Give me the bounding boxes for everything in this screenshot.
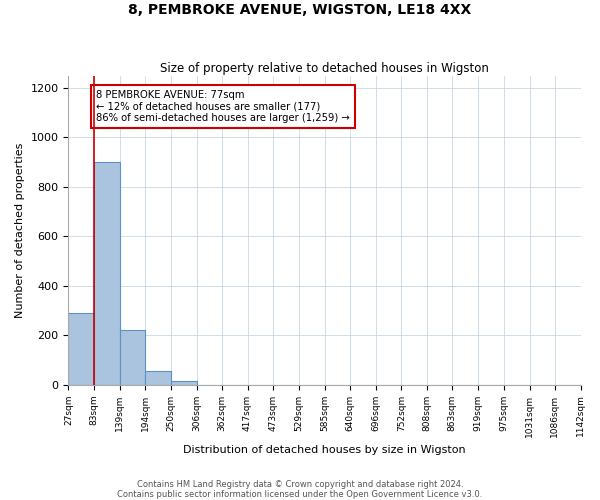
Title: Size of property relative to detached houses in Wigston: Size of property relative to detached ho…	[160, 62, 489, 74]
Bar	[120, 330, 145, 385]
Bar	[171, 381, 197, 385]
Y-axis label: Number of detached properties: Number of detached properties	[15, 142, 25, 318]
X-axis label: Distribution of detached houses by size in Wigston: Distribution of detached houses by size …	[183, 445, 466, 455]
Text: Contains HM Land Registry data © Crown copyright and database right 2024.
Contai: Contains HM Land Registry data © Crown c…	[118, 480, 482, 499]
Bar	[145, 371, 171, 385]
Text: 8 PEMBROKE AVENUE: 77sqm
← 12% of detached houses are smaller (177)
86% of semi-: 8 PEMBROKE AVENUE: 77sqm ← 12% of detach…	[97, 90, 350, 123]
Bar	[94, 162, 120, 385]
Bar	[68, 313, 94, 385]
Text: 8, PEMBROKE AVENUE, WIGSTON, LE18 4XX: 8, PEMBROKE AVENUE, WIGSTON, LE18 4XX	[128, 2, 472, 16]
